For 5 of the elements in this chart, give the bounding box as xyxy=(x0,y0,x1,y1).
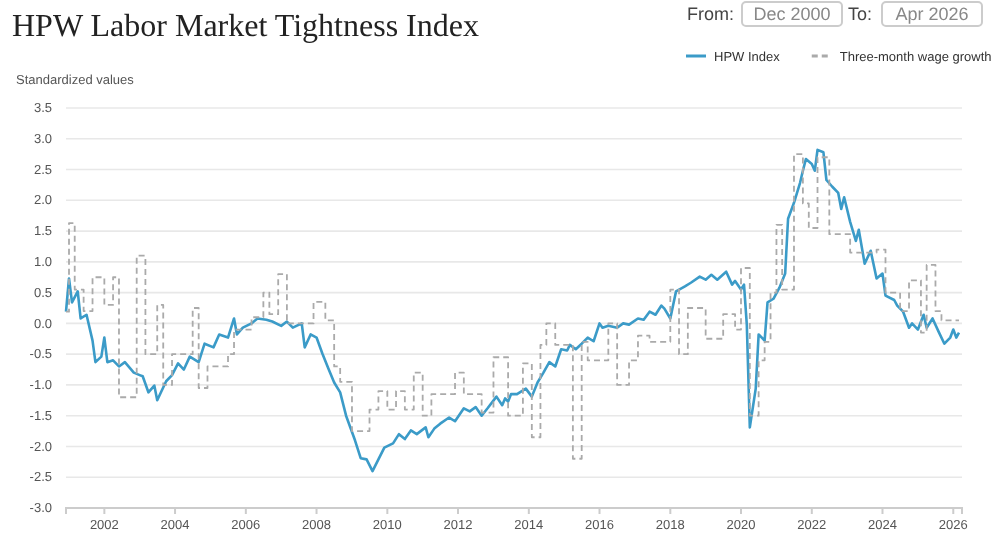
text: Dec 2000 xyxy=(753,4,831,24)
text: Apr 2026 xyxy=(895,4,969,24)
text: From: xyxy=(687,4,734,24)
chart-title: HPW Labor Market Tightness Index xyxy=(12,10,479,44)
text: To: xyxy=(847,4,872,24)
